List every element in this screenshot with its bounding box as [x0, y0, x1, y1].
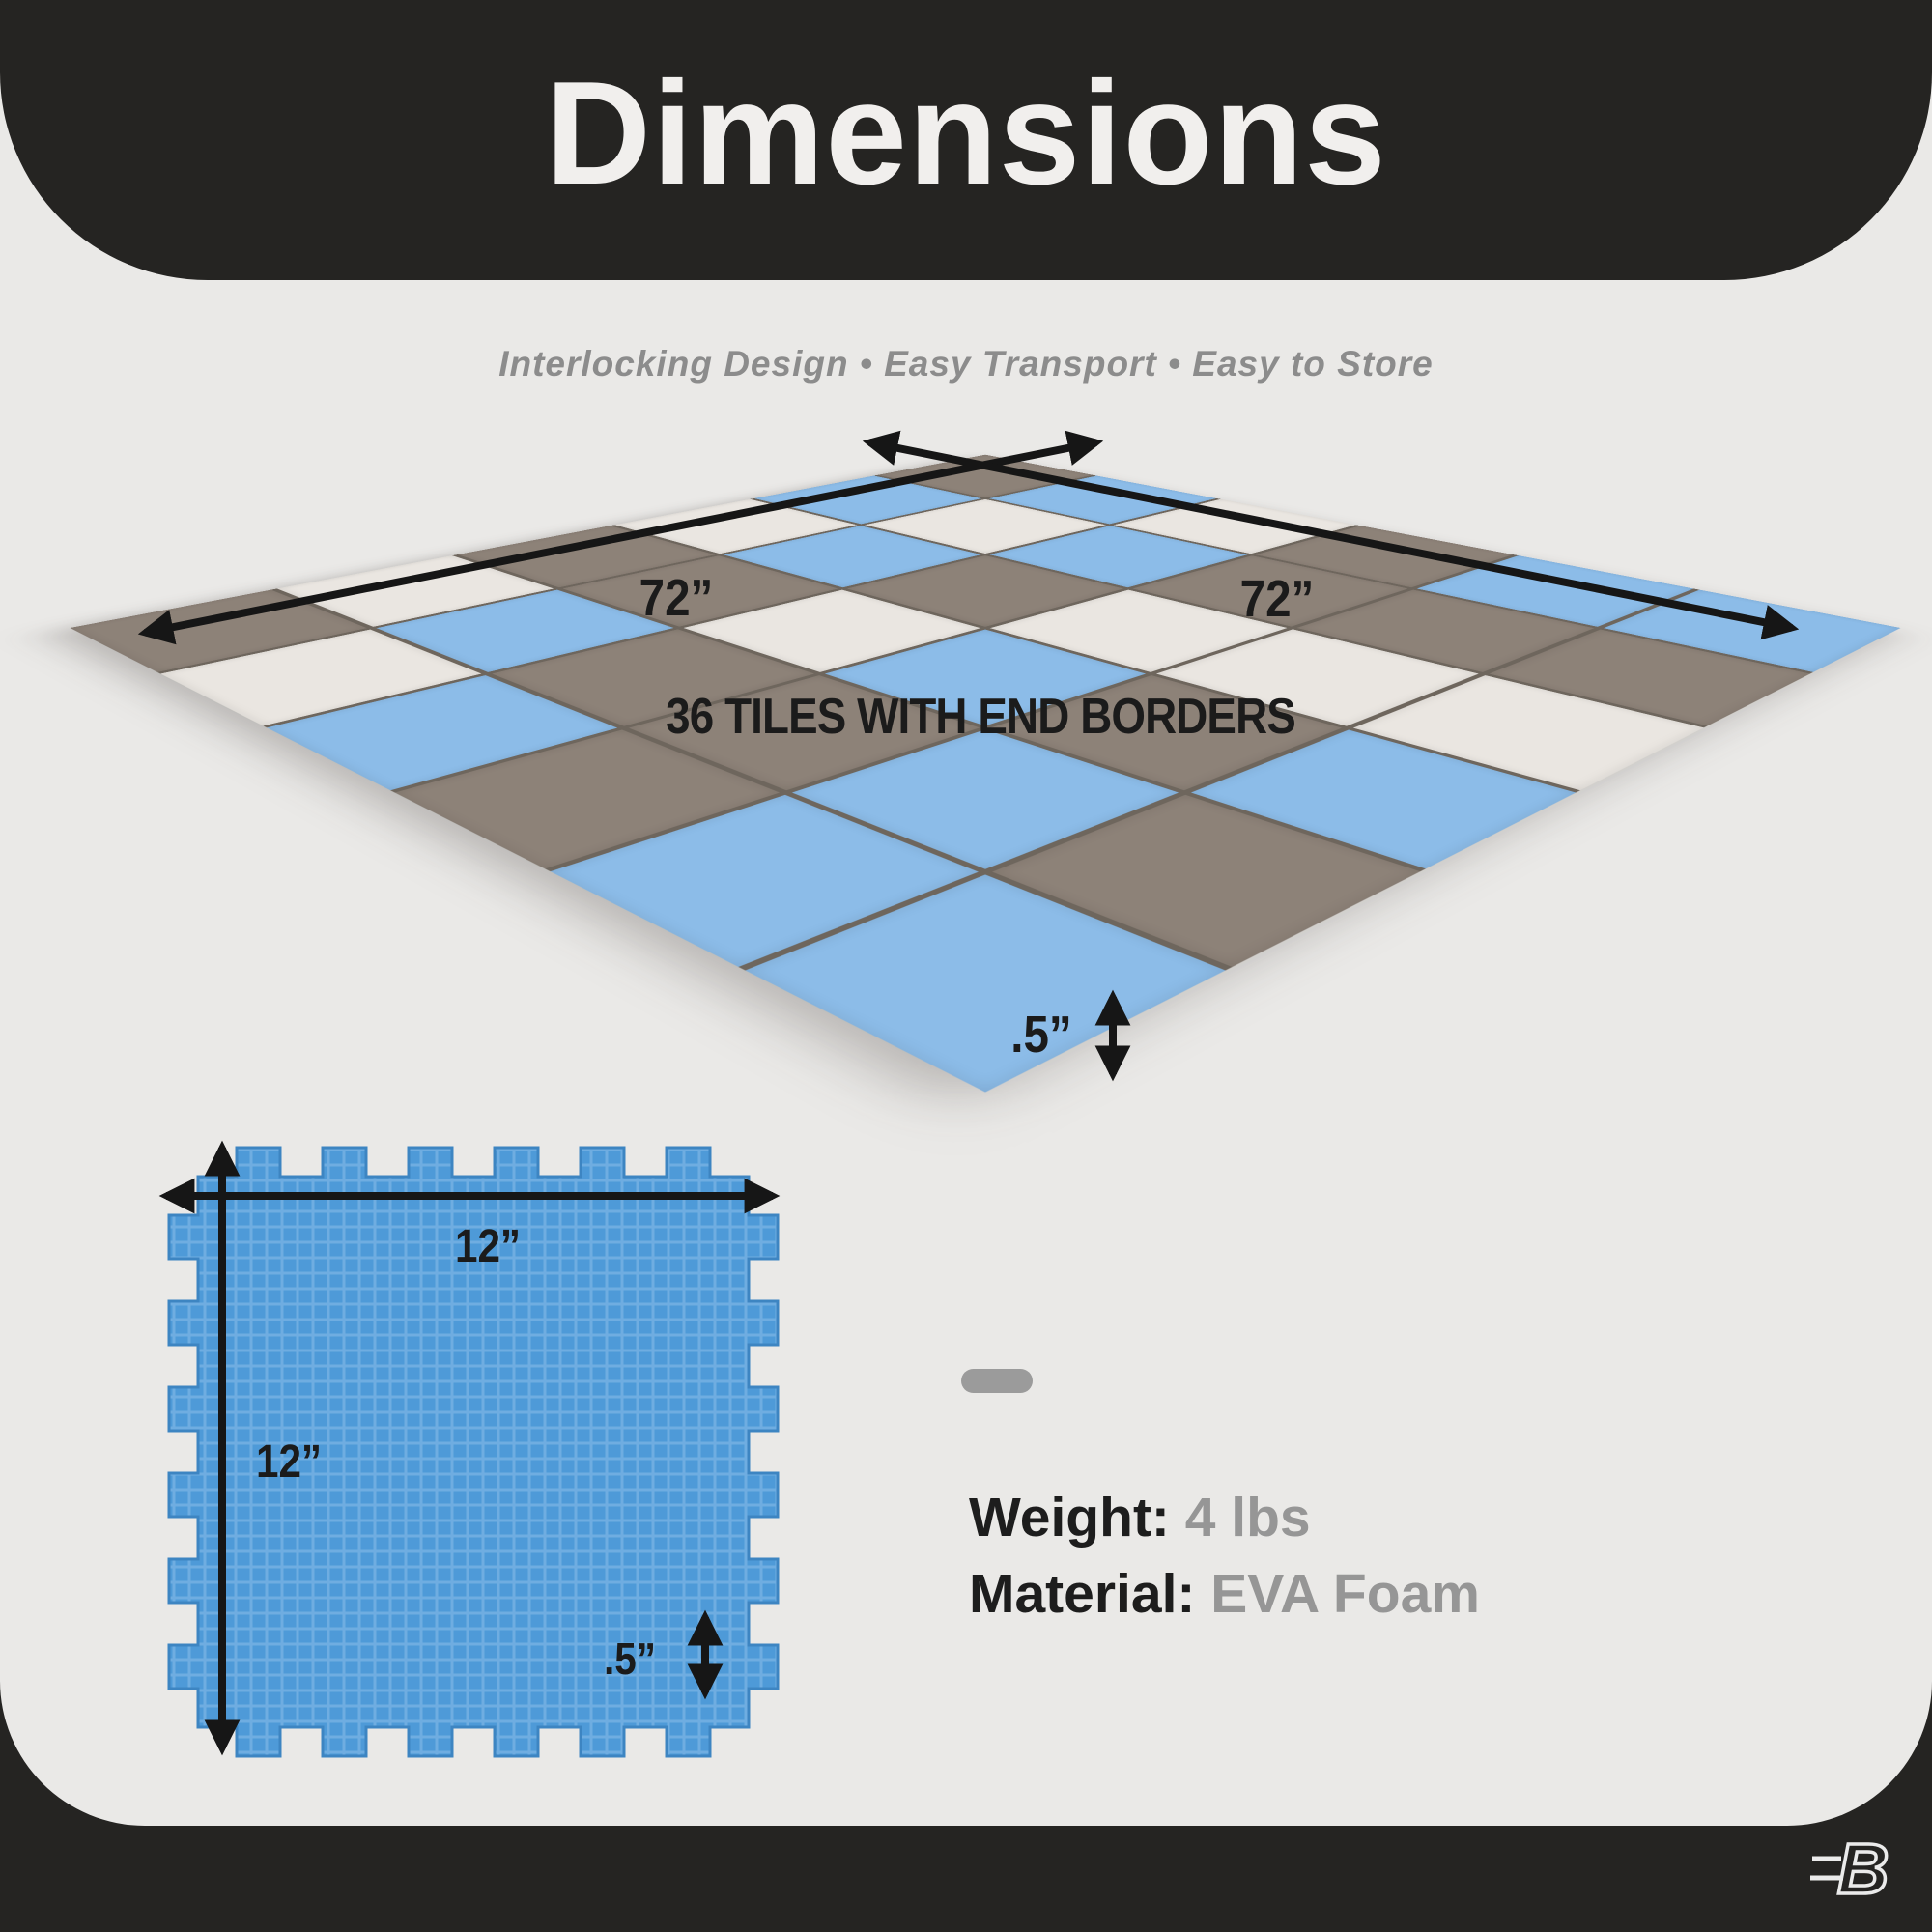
material-value: EVA Foam: [1195, 1562, 1480, 1625]
header: Dimensions: [0, 0, 1932, 280]
weight-row: Weight: 4 lbs: [969, 1480, 1480, 1556]
tile-width-label: 12”: [454, 1221, 522, 1272]
section-divider: [961, 1369, 1033, 1393]
material-row: Material: EVA Foam: [969, 1556, 1480, 1633]
brand-logo: B: [1810, 1827, 1890, 1911]
mat-caption: 36 TILES WITH END BORDERS: [666, 689, 1296, 745]
page-title: Dimensions: [545, 50, 1387, 215]
material-label: Material:: [969, 1562, 1196, 1625]
foam-tile-shape: [167, 1146, 780, 1758]
mat-thickness-label: .5”: [1010, 1006, 1072, 1064]
subtitle: Interlocking Design • Easy Transport • E…: [498, 344, 1434, 384]
weight-value: 4 lbs: [1169, 1487, 1311, 1548]
mat-3d-grid: [70, 454, 1901, 1093]
mat-depth-label: 72”: [1239, 570, 1315, 628]
weight-label: Weight:: [969, 1487, 1170, 1548]
specs-block: Weight: 4 lbs Material: EVA Foam: [969, 1480, 1480, 1632]
tile-diagram: [167, 1146, 780, 1758]
brand-logo-letter: B: [1837, 1829, 1889, 1909]
tile-height-label: 12”: [255, 1436, 323, 1488]
tile-thickness-label: .5”: [603, 1634, 657, 1684]
mat-width-label: 72”: [639, 569, 714, 627]
